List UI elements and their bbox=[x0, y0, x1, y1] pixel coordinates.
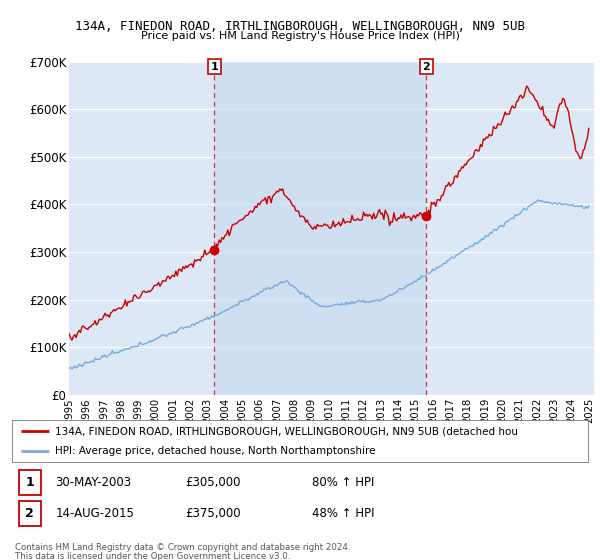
Text: HPI: Average price, detached house, North Northamptonshire: HPI: Average price, detached house, Nort… bbox=[55, 446, 376, 456]
Text: 1: 1 bbox=[25, 476, 34, 489]
Text: 48% ↑ HPI: 48% ↑ HPI bbox=[311, 507, 374, 520]
Text: 2: 2 bbox=[422, 62, 430, 72]
FancyBboxPatch shape bbox=[19, 501, 41, 526]
Text: 134A, FINEDON ROAD, IRTHLINGBOROUGH, WELLINGBOROUGH, NN9 5UB: 134A, FINEDON ROAD, IRTHLINGBOROUGH, WEL… bbox=[75, 20, 525, 32]
Text: 80% ↑ HPI: 80% ↑ HPI bbox=[311, 476, 374, 489]
Text: Price paid vs. HM Land Registry's House Price Index (HPI): Price paid vs. HM Land Registry's House … bbox=[140, 31, 460, 41]
Text: Contains HM Land Registry data © Crown copyright and database right 2024.: Contains HM Land Registry data © Crown c… bbox=[15, 543, 350, 552]
Text: £305,000: £305,000 bbox=[185, 476, 240, 489]
Text: 134A, FINEDON ROAD, IRTHLINGBOROUGH, WELLINGBOROUGH, NN9 5UB (detached hou: 134A, FINEDON ROAD, IRTHLINGBOROUGH, WEL… bbox=[55, 426, 518, 436]
Text: £375,000: £375,000 bbox=[185, 507, 241, 520]
Text: 14-AUG-2015: 14-AUG-2015 bbox=[55, 507, 134, 520]
Text: 1: 1 bbox=[211, 62, 218, 72]
Bar bbox=[214, 62, 426, 395]
Text: 30-MAY-2003: 30-MAY-2003 bbox=[55, 476, 131, 489]
Text: 2: 2 bbox=[25, 507, 34, 520]
Text: This data is licensed under the Open Government Licence v3.0.: This data is licensed under the Open Gov… bbox=[15, 552, 290, 560]
FancyBboxPatch shape bbox=[19, 470, 41, 495]
